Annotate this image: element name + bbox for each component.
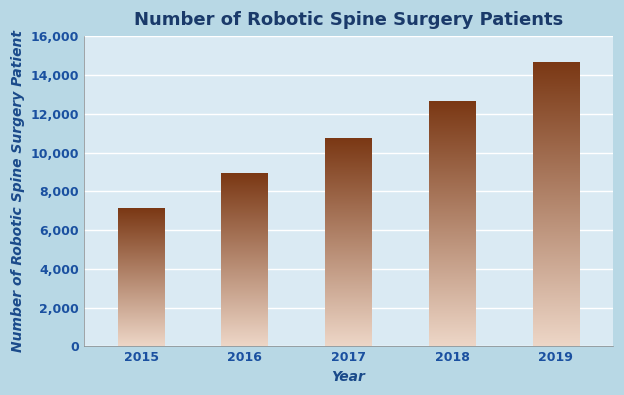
Y-axis label: Number of Robotic Spine Surgery Patient: Number of Robotic Spine Surgery Patient [11, 30, 25, 352]
X-axis label: Year: Year [331, 370, 366, 384]
Title: Number of Robotic Spine Surgery Patients: Number of Robotic Spine Surgery Patients [134, 11, 563, 29]
